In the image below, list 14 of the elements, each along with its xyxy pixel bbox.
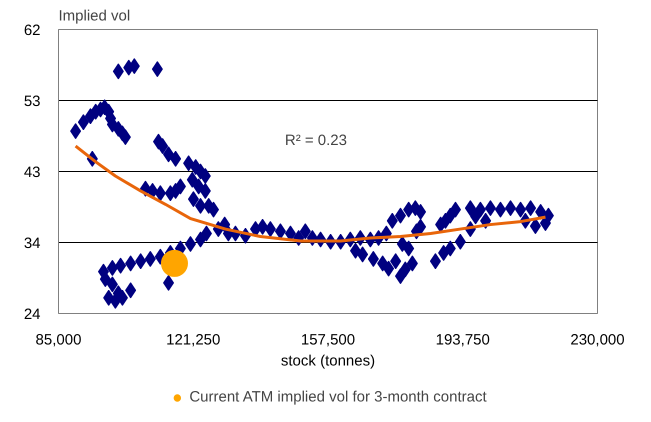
x-tick-label: 121,250	[166, 332, 220, 348]
y-tick-label: 53	[24, 93, 41, 110]
x-tick-label: 230,000	[570, 332, 625, 348]
y-tick-label: 43	[24, 164, 41, 181]
x-tick-label: 193,750	[436, 332, 490, 348]
x-tick-label: 85,000	[36, 332, 82, 348]
y-axis-title: Implied vol	[58, 8, 130, 24]
x-tick-label: 157,500	[300, 332, 356, 348]
y-tick-label: 34	[24, 235, 41, 252]
x-axis-title: stock (tonnes)	[280, 352, 376, 370]
y-tick-label: 24	[24, 306, 41, 323]
legend-label: Current ATM implied vol for 3-month contract	[189, 388, 487, 406]
y-tick-label: 62	[24, 22, 41, 39]
annotation: R² = 0.23	[284, 132, 348, 149]
